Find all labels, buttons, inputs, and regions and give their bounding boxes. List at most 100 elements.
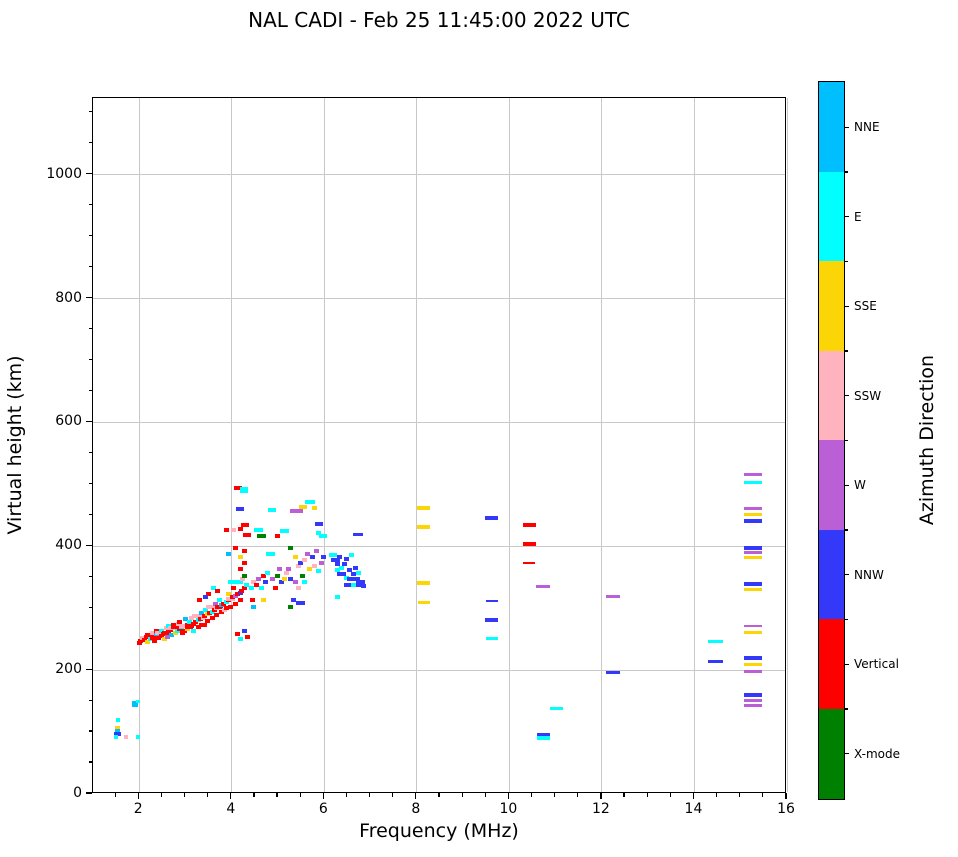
colorbar-tick-label: SSE	[854, 299, 877, 314]
x-minor-tick	[276, 793, 278, 797]
data-point	[485, 600, 498, 603]
data-point	[184, 622, 190, 627]
y-minor-tick	[88, 266, 92, 268]
y-tick-label: 0	[73, 785, 82, 801]
data-point	[272, 586, 278, 591]
data-point	[265, 570, 271, 575]
y-minor-tick	[88, 389, 92, 392]
y-tick-label: 200	[55, 661, 82, 678]
data-point	[743, 588, 762, 592]
data-point	[295, 586, 301, 591]
y-minor-tick	[88, 730, 92, 732]
data-point	[334, 568, 340, 573]
data-point	[291, 598, 297, 603]
x-axis-label: Frequency (MHz)	[359, 820, 519, 842]
data-point	[211, 607, 217, 612]
x-minor-tick	[669, 793, 671, 797]
data-point	[242, 573, 248, 578]
data-point	[205, 604, 215, 609]
x-minor-tick	[299, 793, 301, 797]
data-point	[230, 528, 236, 533]
data-point	[214, 612, 220, 617]
data-point	[295, 600, 305, 605]
colorbar-tick	[845, 216, 849, 218]
x-minor-tick	[392, 793, 394, 797]
data-point	[605, 595, 620, 599]
data-point	[171, 625, 180, 630]
colorbar-tick-label: E	[854, 209, 862, 224]
data-point	[337, 571, 347, 576]
data-point	[226, 592, 232, 597]
plot-area	[92, 97, 788, 793]
y-minor-tick	[88, 699, 92, 701]
data-point	[193, 620, 199, 625]
y-minor-tick	[88, 204, 92, 206]
colorbar-tick	[845, 305, 849, 307]
data-point	[244, 582, 250, 587]
data-point	[605, 670, 620, 674]
y-minor-tick	[88, 142, 92, 144]
data-point	[346, 568, 352, 573]
data-point	[485, 516, 499, 521]
y-tick-label: 1000	[46, 165, 82, 182]
data-point	[179, 623, 191, 628]
x-minor-tick	[438, 793, 440, 797]
data-point	[240, 576, 246, 581]
data-point	[306, 567, 312, 572]
colorbar-segment-nne	[819, 82, 844, 173]
data-point	[269, 576, 275, 581]
data-point	[342, 561, 348, 566]
colorbar-tick-label: NNE	[854, 120, 880, 135]
data-point	[549, 706, 563, 710]
y-tick-label: 800	[55, 289, 82, 306]
data-point	[743, 480, 762, 484]
data-point	[232, 545, 238, 550]
x-minor-tick	[345, 793, 348, 797]
data-point	[196, 598, 202, 603]
x-minor-tick	[762, 793, 764, 797]
data-point	[251, 604, 257, 609]
data-point	[151, 634, 157, 639]
data-point	[536, 735, 550, 740]
data-point	[234, 592, 240, 597]
x-tick-label: 12	[592, 801, 610, 817]
data-point	[417, 524, 431, 529]
data-point	[417, 581, 431, 586]
y-minor-tick	[88, 606, 92, 608]
data-point	[162, 631, 171, 636]
data-point	[203, 607, 209, 612]
colorbar-boundary-tick	[845, 350, 848, 352]
data-point	[242, 548, 248, 553]
data-point	[743, 669, 762, 673]
data-point	[210, 586, 216, 591]
y-minor-tick	[88, 761, 92, 763]
data-point	[288, 604, 294, 609]
data-point	[346, 577, 356, 582]
data-point	[281, 576, 287, 581]
y-minor-tick	[88, 111, 92, 113]
data-point	[237, 567, 243, 572]
data-point	[309, 555, 315, 560]
data-point	[169, 633, 175, 638]
data-point	[136, 641, 142, 646]
data-point	[288, 576, 294, 581]
x-minor-tick	[253, 793, 255, 797]
data-point	[198, 610, 204, 615]
x-major-tick	[415, 793, 417, 799]
data-point	[202, 613, 208, 618]
data-point	[186, 620, 192, 625]
colorbar-tick	[845, 395, 849, 397]
data-point	[135, 735, 140, 740]
x-major-tick	[507, 793, 509, 799]
data-point	[206, 592, 212, 597]
data-point	[274, 534, 280, 539]
data-point	[114, 729, 120, 734]
colorbar-segment-sse	[819, 261, 844, 352]
data-point	[522, 542, 536, 547]
data-point	[253, 582, 259, 587]
data-point	[743, 550, 762, 554]
data-point	[237, 637, 243, 642]
y-minor-tick	[88, 235, 92, 237]
data-point	[522, 522, 536, 527]
data-point	[351, 571, 357, 576]
